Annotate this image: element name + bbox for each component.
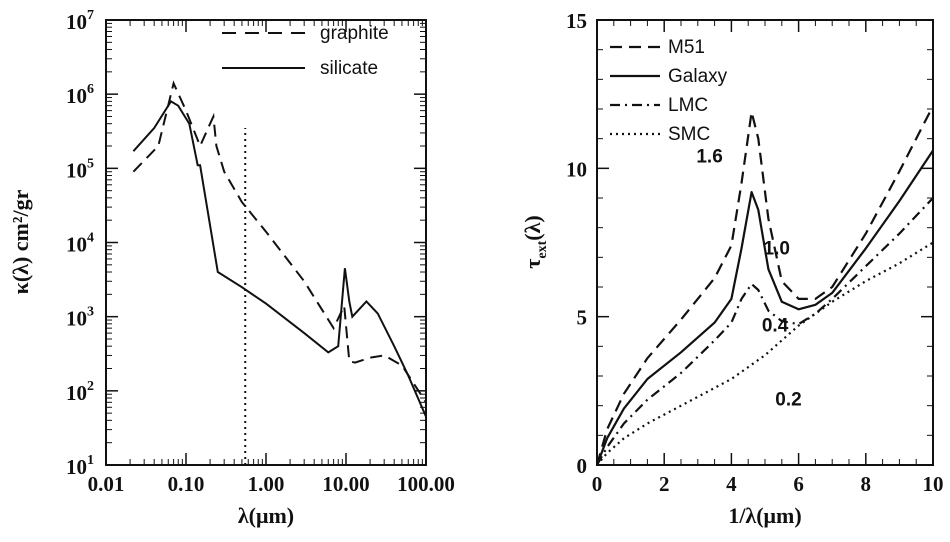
right-y-axis-label-tail: (λ) bbox=[520, 215, 545, 240]
right-x-tick-label: 2 bbox=[659, 472, 670, 496]
right-y-tick-label: 0 bbox=[577, 454, 588, 478]
right-y-tick-label: 15 bbox=[566, 9, 587, 33]
series-line-Galaxy bbox=[595, 149, 934, 466]
right-y-tick-label: 5 bbox=[577, 306, 588, 330]
legend-label-galaxy: Galaxy bbox=[668, 66, 728, 87]
left-y-tick-label: 107 bbox=[66, 8, 94, 34]
right-x-tick-label: 6 bbox=[793, 472, 804, 496]
left-y-tick-label: 105 bbox=[66, 156, 94, 182]
peak-annotation-label: 0.4 bbox=[762, 316, 789, 337]
legend-label-silicate: silicate bbox=[320, 58, 378, 79]
right-legend: M51 Galaxy LMC SMC bbox=[610, 37, 728, 145]
legend-label-graphite: graphite bbox=[320, 23, 389, 44]
peak-annotation-label: 1.6 bbox=[696, 146, 722, 167]
right-y-axis-label-sub: ext bbox=[535, 240, 550, 258]
peak-annotation-label: 1.0 bbox=[764, 238, 790, 259]
right-x-tick-label: 4 bbox=[726, 472, 737, 496]
series-line-SMC bbox=[596, 241, 934, 466]
legend-label-lmc: LMC bbox=[668, 95, 708, 116]
left-legend: graphite silicate bbox=[222, 23, 389, 79]
left-x-tick-label: 10.00 bbox=[322, 472, 369, 496]
left-chart: 0.01 0.10 1.00 10.00 100.00 101 102 103 104 105 10… bbox=[8, 8, 455, 528]
series-line-M51 bbox=[595, 105, 934, 466]
left-y-tick-label: 101 bbox=[66, 453, 94, 479]
peak-annotation-label: 0.2 bbox=[775, 390, 801, 411]
left-plot-frame bbox=[105, 19, 427, 466]
right-x-axis-label: 1/λ(μm) bbox=[728, 503, 801, 528]
right-chart: 0 2 4 6 8 10 0 5 10 15 1.6 1.0 0.4 0.2 M51 Galaxy LM… bbox=[520, 9, 944, 528]
right-y-axis-label: τext(λ) bbox=[520, 215, 550, 269]
legend-label-smc: SMC bbox=[668, 124, 710, 145]
right-annotations: 1.6 1.0 0.4 0.2 bbox=[696, 146, 801, 410]
left-y-tick-label: 104 bbox=[66, 231, 94, 257]
right-ticks: 0 2 4 6 8 10 0 5 10 15 bbox=[566, 9, 944, 496]
left-x-tick-label: 100.00 bbox=[397, 472, 455, 496]
right-x-tick-label: 0 bbox=[592, 472, 603, 496]
right-x-tick-label: 10 bbox=[923, 472, 944, 496]
series-line-LMC bbox=[596, 197, 934, 466]
left-x-axis-label: λ(μm) bbox=[238, 503, 294, 528]
left-x-tick-label: 0.10 bbox=[168, 472, 205, 496]
legend-label-m51: M51 bbox=[668, 37, 705, 58]
right-series-group bbox=[595, 105, 934, 466]
left-x-tick-label: 1.00 bbox=[248, 472, 285, 496]
left-ticks: 0.01 0.10 1.00 10.00 100.00 101 102 103 104 105 10… bbox=[66, 8, 455, 496]
right-y-axis-label-main: τ bbox=[520, 259, 545, 269]
right-y-tick-label: 10 bbox=[566, 157, 587, 181]
left-x-tick-label: 0.01 bbox=[88, 472, 125, 496]
left-y-tick-label: 102 bbox=[66, 379, 94, 405]
right-x-tick-label: 8 bbox=[861, 472, 872, 496]
left-y-tick-label: 103 bbox=[66, 305, 94, 331]
series-line-silicate bbox=[132, 100, 427, 417]
left-series-group bbox=[132, 80, 427, 465]
left-y-axis-label: κ(λ) cm²/gr bbox=[8, 189, 33, 294]
series-line-graphite bbox=[132, 80, 427, 403]
left-y-tick-label: 106 bbox=[66, 82, 94, 108]
